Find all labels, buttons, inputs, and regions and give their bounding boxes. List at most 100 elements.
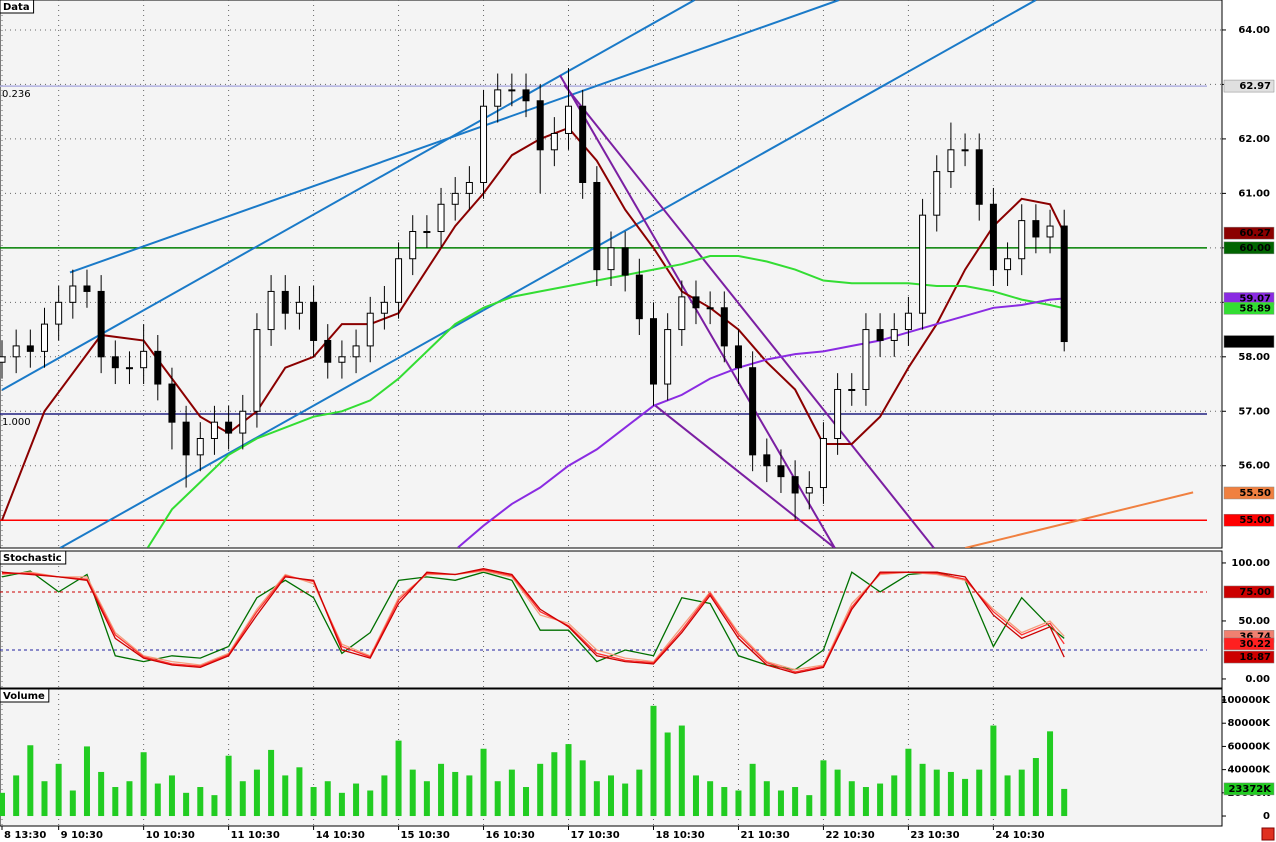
y-tick-label: 40000K	[1227, 765, 1271, 776]
candle-body	[593, 181, 601, 271]
candle-body	[140, 350, 148, 369]
y-tick-label: 57.00	[1238, 406, 1270, 417]
volume-bar	[197, 787, 204, 817]
candle-body	[480, 105, 488, 183]
y-tick-label: 56.00	[1238, 461, 1270, 472]
candle-body	[791, 476, 799, 494]
volume-bar	[112, 787, 119, 817]
x-tick-label: 16 10:30	[486, 830, 535, 841]
plot-layer	[0, 551, 1207, 688]
candle-body	[239, 410, 247, 434]
x-tick-label: 15 10:30	[401, 830, 450, 841]
x-axis-band	[0, 826, 1276, 842]
price-badge	[1223, 226, 1275, 240]
price-badge-label: 55.50	[1239, 488, 1271, 499]
candle-body	[649, 318, 657, 385]
x-tick-label: 22 10:30	[825, 830, 874, 841]
price-badge-label: 23372K	[1228, 784, 1272, 795]
volume-bar	[508, 769, 515, 817]
trend-line	[59, 0, 1037, 548]
candle-body	[522, 89, 530, 102]
candle-body	[904, 312, 912, 331]
candle-body	[125, 367, 133, 370]
candle-body	[26, 345, 34, 352]
volume-bar	[423, 781, 430, 817]
candle-body	[734, 345, 742, 369]
volume-bar	[367, 790, 374, 817]
volume-bar	[862, 787, 869, 817]
plot-layer: 0.236 1.000	[0, 0, 1222, 548]
volume-bar	[1061, 788, 1068, 817]
volume-bar	[225, 755, 232, 817]
candle-body	[154, 350, 162, 385]
candle-body	[338, 356, 346, 363]
x-tick-label: 18 10:30	[655, 830, 704, 841]
candle-body	[437, 203, 445, 233]
price-badge	[1223, 486, 1275, 500]
volume-bar	[154, 783, 161, 817]
candle-body	[1060, 225, 1068, 343]
candle-body	[352, 345, 360, 358]
stochastic-line	[1, 568, 1065, 674]
price-badge-label: 58.28	[1239, 337, 1271, 348]
volume-bar	[126, 781, 133, 817]
volume-bar	[537, 763, 544, 817]
candle-body	[395, 258, 403, 303]
volume-bar	[990, 725, 997, 817]
price-badge-label: 36.74	[1239, 631, 1271, 642]
candle-body	[763, 454, 771, 467]
candle-body	[848, 388, 856, 391]
level-label: 0.236	[2, 89, 31, 100]
candle-body	[1046, 225, 1054, 238]
corner-button[interactable]	[1261, 827, 1275, 841]
price-badge-label: 59.07	[1239, 294, 1271, 305]
price-badge-label: 60.00	[1239, 243, 1271, 254]
volume-bar	[1004, 775, 1011, 817]
candle-body	[210, 421, 218, 440]
price-badge-label: 55.00	[1239, 515, 1271, 526]
trend-line	[1, 0, 696, 391]
candle-body	[494, 89, 502, 107]
volume-bar	[877, 783, 884, 817]
price-badge	[1223, 302, 1275, 315]
y-tick-label: 0	[1263, 811, 1270, 822]
volume-bar	[834, 769, 841, 817]
volume-bar	[452, 771, 459, 817]
volume-bar	[381, 775, 388, 817]
volume-bar	[41, 781, 48, 817]
y-tick-label: 62.00	[1238, 134, 1270, 145]
candle-body	[565, 105, 573, 134]
price-badge	[1223, 79, 1275, 93]
panel-title-box	[0, 0, 35, 14]
candle-body	[678, 296, 686, 331]
candle-body	[692, 296, 700, 309]
candle-body	[69, 285, 77, 303]
volume-bar	[13, 775, 20, 817]
price-badge-label: 75.00	[1239, 587, 1271, 598]
price-badge-label: 62.97	[1239, 81, 1271, 92]
x-tick-label: 11 10:30	[231, 830, 280, 841]
volume-bar	[494, 781, 501, 817]
volume-bar	[721, 787, 728, 817]
candle-body	[890, 329, 898, 341]
panel-title: Volume	[3, 691, 45, 702]
price-badge-label: 58.89	[1239, 303, 1271, 314]
volume-bar	[239, 781, 246, 817]
volume-bar	[310, 787, 317, 817]
x-tick-label: 24 10:30	[995, 830, 1044, 841]
volume-bar	[579, 760, 586, 817]
candle-body	[550, 132, 558, 151]
price-badge	[1223, 782, 1275, 796]
candle-body	[919, 214, 927, 314]
candle-body	[834, 388, 842, 440]
y-tick-label: 58.00	[1238, 352, 1270, 363]
candle-body	[295, 301, 303, 314]
candle-body	[933, 171, 941, 216]
candle-body	[182, 421, 190, 456]
y-tick-label: 0.00	[1245, 674, 1270, 685]
volume-bar	[905, 748, 912, 817]
volume-bar	[0, 792, 5, 817]
volume-bar	[664, 732, 671, 817]
x-tick-label: 21 10:30	[740, 830, 789, 841]
